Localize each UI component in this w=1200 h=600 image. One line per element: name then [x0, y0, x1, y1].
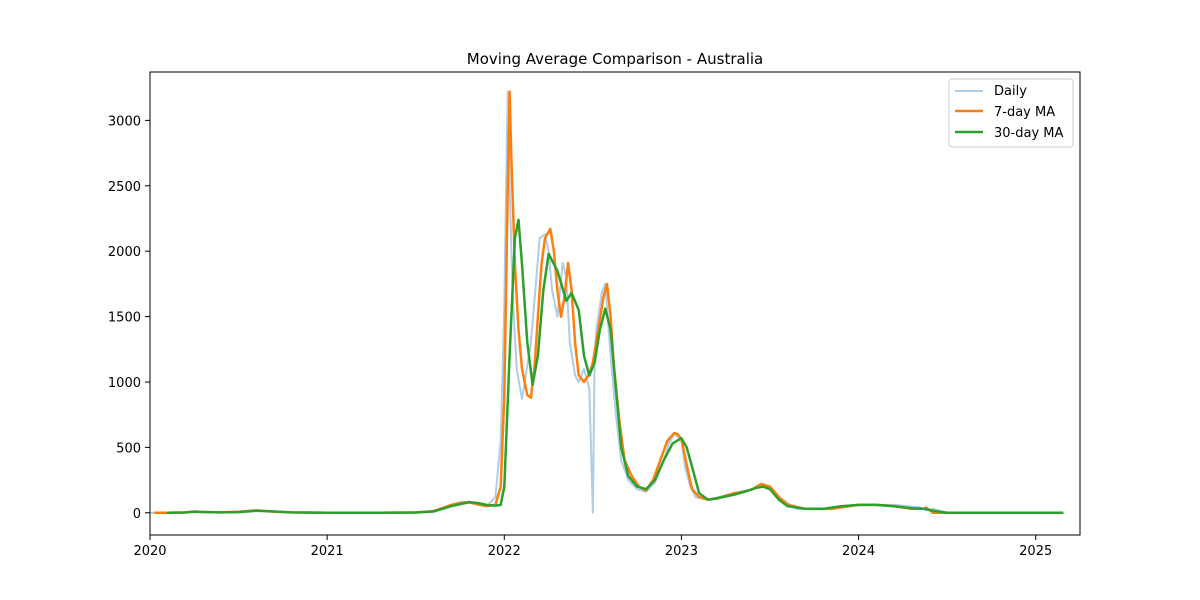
y-tick-label: 500 [116, 441, 141, 456]
y-tick-label: 0 [133, 507, 141, 522]
chart-title: Moving Average Comparison - Australia [467, 50, 763, 68]
series-line-ma7 [154, 90, 1064, 515]
legend-label-ma7: 7-day MA [994, 105, 1055, 120]
series-layer [149, 90, 1064, 515]
y-tick-label: 1000 [108, 376, 141, 391]
x-tick-label: 2023 [665, 544, 698, 559]
plot-frame [149, 71, 1081, 536]
y-tick-label: 2500 [108, 180, 141, 195]
legend-label-daily: Daily [994, 84, 1027, 99]
series-line-daily [149, 90, 1064, 514]
y-tick-label: 1500 [108, 311, 141, 326]
x-tick-label: 2021 [311, 544, 344, 559]
y-tick-label: 2000 [108, 245, 141, 260]
x-tick-label: 2020 [133, 544, 166, 559]
legend-label-ma30: 30-day MA [994, 126, 1063, 141]
axis-layer: 2020 2021 2022 2023 2024 2025 0 500 1000 1500 2000… [108, 114, 1052, 559]
x-tick-label: 2022 [488, 544, 521, 559]
x-tick-label: 2025 [1019, 544, 1052, 559]
legend-box [948, 78, 1074, 148]
x-tick-label: 2024 [842, 544, 875, 559]
series-line-ma30 [166, 218, 1064, 515]
y-tick-label: 3000 [108, 114, 141, 129]
legend: Daily 7-day MA 30-day MA [948, 78, 1074, 148]
